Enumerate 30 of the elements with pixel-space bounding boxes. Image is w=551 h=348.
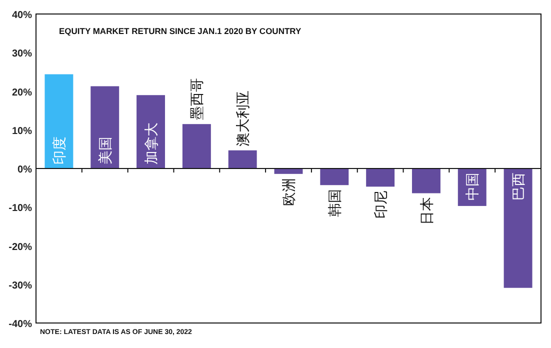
y-tick-label: 40% — [12, 10, 32, 21]
bar — [274, 168, 303, 174]
y-tick-label: -20% — [8, 242, 32, 253]
bar — [44, 74, 74, 168]
x-tick-label: 韩国 — [326, 189, 342, 218]
bar — [504, 168, 532, 288]
y-tick-label: 20% — [12, 87, 32, 98]
bar — [366, 168, 395, 187]
y-tick-label: 10% — [12, 126, 32, 137]
x-tick-label: 日本 — [418, 197, 434, 226]
x-tick-label: 美国 — [96, 136, 113, 164]
x-tick-label: 巴西 — [510, 172, 526, 200]
x-tick-label: 中国 — [464, 172, 480, 200]
bar — [320, 168, 349, 186]
y-tick-label: 30% — [12, 48, 32, 60]
x-tick-label: 澳大利亚 — [234, 90, 251, 146]
bar — [228, 150, 257, 168]
text: EQUITY MARKET RETURN SINCE JAN.1 2020 BY COUNTRY — [59, 26, 302, 36]
y-tick-label: -40% — [8, 319, 32, 330]
x-tick-label: 加拿大 — [142, 122, 159, 164]
bar — [182, 124, 211, 168]
x-tick-label: 印尼 — [372, 190, 388, 219]
bar — [90, 86, 120, 168]
bar — [412, 168, 440, 194]
y-tick-label: 0% — [18, 164, 32, 176]
x-tick-label: 印度 — [50, 136, 67, 164]
x-tick-label: 墨西哥 — [188, 78, 205, 120]
x-tick-label: 欧洲 — [280, 178, 297, 206]
y-tick-label: -10% — [8, 203, 32, 214]
y-tick-label: -30% — [8, 280, 32, 292]
